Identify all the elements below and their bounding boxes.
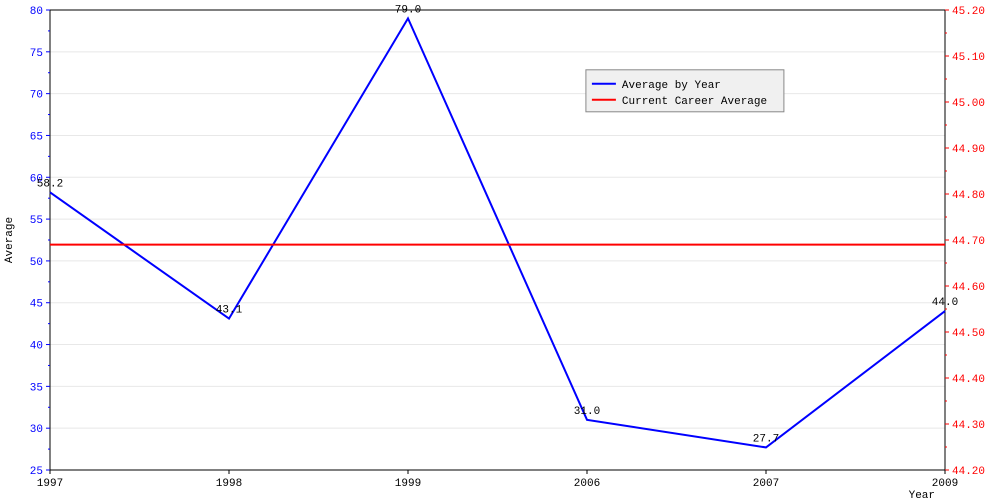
y-right-tick-label: 44.80 (952, 190, 985, 202)
y-right-tick-label: 45.10 (952, 52, 985, 64)
y-left-tick-label: 40 (30, 341, 43, 353)
x-tick-label: 2009 (932, 478, 958, 490)
y-right-tick-label: 44.40 (952, 374, 985, 386)
y-left-tick-label: 80 (30, 6, 43, 18)
x-axis-label: Year (909, 490, 935, 500)
data-point-label: 43.1 (216, 305, 243, 317)
y-left-tick-label: 70 (30, 90, 43, 102)
x-tick-label: 1999 (395, 478, 421, 490)
y-right-tick-label: 44.30 (952, 420, 985, 432)
data-point-label: 58.2 (37, 178, 63, 190)
y-left-tick-label: 75 (30, 48, 43, 60)
x-tick-label: 2006 (574, 478, 600, 490)
legend-label: Average by Year (622, 80, 721, 92)
y-right-tick-label: 44.60 (952, 282, 985, 294)
y-left-tick-label: 30 (30, 424, 43, 436)
y-left-tick-label: 50 (30, 257, 43, 269)
y-left-tick-label: 35 (30, 382, 43, 394)
data-point-label: 79.0 (395, 4, 421, 16)
y-left-tick-label: 25 (30, 466, 43, 478)
y-right-tick-label: 45.00 (952, 98, 985, 110)
x-tick-label: 1997 (37, 478, 63, 490)
y-left-tick-label: 65 (30, 131, 43, 143)
y-right-tick-label: 45.20 (952, 6, 985, 18)
y-right-tick-label: 44.70 (952, 236, 985, 248)
legend-label: Current Career Average (622, 96, 767, 108)
data-point-label: 27.7 (753, 433, 779, 445)
x-tick-label: 1998 (216, 478, 242, 490)
data-point-label: 31.0 (574, 406, 600, 418)
y-left-tick-label: 55 (30, 215, 43, 227)
data-point-label: 44.0 (932, 297, 958, 309)
y-axis-label: Average (4, 217, 16, 263)
dual-axis-line-chart: 25303540455055606570758044.2044.3044.404… (0, 0, 1000, 500)
y-right-tick-label: 44.50 (952, 328, 985, 340)
y-right-tick-label: 44.20 (952, 466, 985, 478)
x-tick-label: 2007 (753, 478, 779, 490)
y-left-tick-label: 45 (30, 299, 43, 311)
y-right-tick-label: 44.90 (952, 144, 985, 156)
